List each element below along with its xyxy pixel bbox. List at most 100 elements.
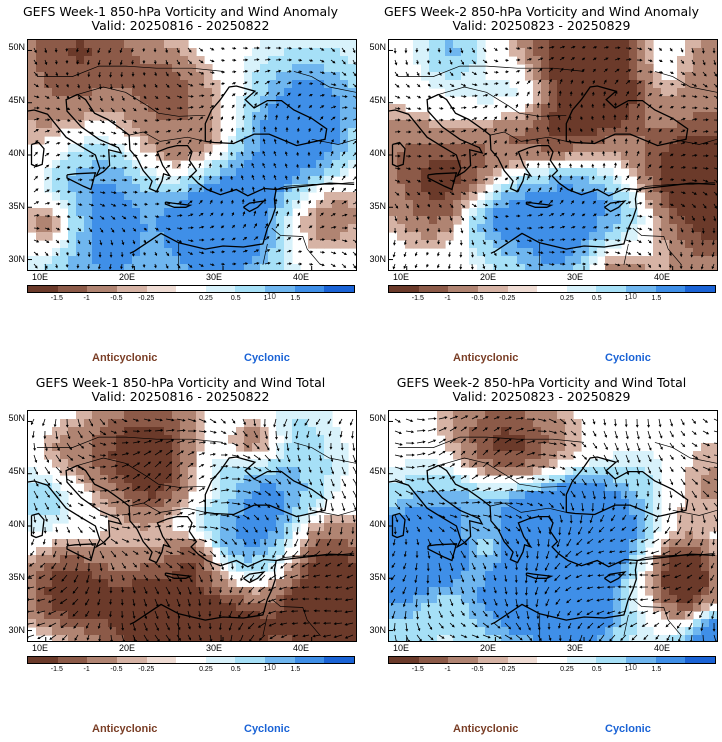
panel-title: GEFS Week-2 850-hPa Vorticity and Wind A… [383,4,700,19]
wind-vectors [390,415,717,641]
colorbar-swatch [477,286,508,292]
lat-label: 50N [369,413,386,423]
colorbar-swatch [265,286,295,292]
lon-label: 10E [32,643,49,653]
colorbar [388,656,716,664]
colorbar-label: -0.5 [110,295,123,302]
colorbar-swatch [418,286,449,292]
colorbar-swatch [596,657,627,663]
wind-vectors [33,46,356,270]
colorbar [27,285,355,293]
lat-label: 50N [369,42,386,52]
colorbar-swatch [324,286,355,292]
colorbar-swatch [265,657,295,663]
colorbar-swatch [507,657,538,663]
colorbar-swatch [176,657,206,663]
panel-valid-dates: Valid: 20250823 - 20250829 [452,18,631,33]
reference-vector-label: 10 [628,292,637,301]
colorbar-label: -1 [83,666,90,673]
lat-label: 40N [369,148,386,158]
colorbar [27,656,355,664]
lon-label: 30E [567,272,584,282]
colorbar-label: 0.5 [591,666,602,673]
wind-vectors [392,45,717,270]
lon-label: 40E [293,272,310,282]
colorbar-swatch [566,286,597,292]
coastlines [389,436,717,641]
lon-label: 20E [119,272,136,282]
colorbar-swatch [655,286,686,292]
colorbar-label: -0.25 [499,295,516,302]
coastlines [28,436,356,641]
colorbar-label: 1.5 [651,666,662,673]
colorbar-swatch [448,286,478,292]
colorbar-label: 1 [624,666,629,673]
colorbar-label: 1.5 [651,295,662,302]
cyclonic-label: Cyclonic [605,352,651,364]
colorbar [388,285,716,293]
colorbar-label: 1 [263,666,268,673]
colorbar-label: -1 [444,666,451,673]
map-svg [28,411,356,641]
lat-label: 35N [369,572,386,582]
map-svg [28,40,356,270]
colorbar-swatch [477,657,508,663]
colorbar-swatch [57,657,88,663]
coastlines [28,65,356,270]
anticyclonic-label: Anticyclonic [453,352,519,364]
lon-label: 30E [567,643,584,653]
lon-label: 20E [119,643,136,653]
lat-label: 50N [8,413,25,423]
lat-label: 30N [369,625,386,635]
colorbar-label: 0.25 [560,666,574,673]
colorbar-swatch [176,286,206,292]
colorbar-swatch [448,657,478,663]
lat-label: 45N [369,466,386,476]
colorbar-swatch [205,657,236,663]
map-panel-3: GEFS Week-1 850-hPa Vorticity and Wind T… [0,371,361,742]
map-panel-2: GEFS Week-2 850-hPa Vorticity and Wind A… [361,0,722,371]
colorbar-label: 1.5 [290,666,301,673]
cyclonic-label: Cyclonic [605,723,651,735]
lon-label: 10E [32,272,49,282]
reference-vector-label: 10 [267,292,276,301]
map-svg [389,411,717,641]
lat-label: 40N [369,519,386,529]
colorbar-swatch [146,657,177,663]
axis-ticks [389,49,674,270]
colorbar-swatch [685,286,716,292]
colorbar-label: -1.5 [50,666,63,673]
colorbar-swatch [87,286,117,292]
map-svg [389,40,717,270]
lon-label: 10E [393,272,410,282]
colorbar-swatch [28,657,58,663]
lon-label: 40E [654,643,671,653]
lat-label: 45N [8,466,25,476]
colorbar-label: 0.5 [230,666,241,673]
colorbar-label: 0.5 [591,295,602,302]
panel-valid-dates: Valid: 20250823 - 20250829 [452,389,631,404]
panel-valid-dates: Valid: 20250816 - 20250822 [91,18,270,33]
colorbar-swatch [566,657,597,663]
panel-title: GEFS Week-1 850-hPa Vorticity and Wind A… [22,4,339,19]
panel-title: GEFS Week-2 850-hPa Vorticity and Wind T… [396,375,687,390]
colorbar-label: -0.25 [499,666,516,673]
colorbar-label: 1.5 [290,295,301,302]
vorticity-map [27,410,357,642]
colorbar-swatch [294,286,325,292]
colorbar-label: 1 [263,295,268,302]
colorbar-swatch [655,657,686,663]
colorbar-swatch [57,286,88,292]
colorbar-swatch [324,657,355,663]
vorticity-map [388,39,718,271]
colorbar-swatch [389,657,419,663]
lat-label: 40N [8,148,25,158]
colorbar-swatch [235,657,266,663]
colorbar-swatch [626,657,656,663]
colorbar-label: 0.25 [560,295,574,302]
colorbar-swatch [685,657,716,663]
colorbar-label: 0.5 [230,295,241,302]
colorbar-label: -0.25 [138,666,155,673]
colorbar-label: -0.25 [138,295,155,302]
lon-label: 30E [206,643,223,653]
